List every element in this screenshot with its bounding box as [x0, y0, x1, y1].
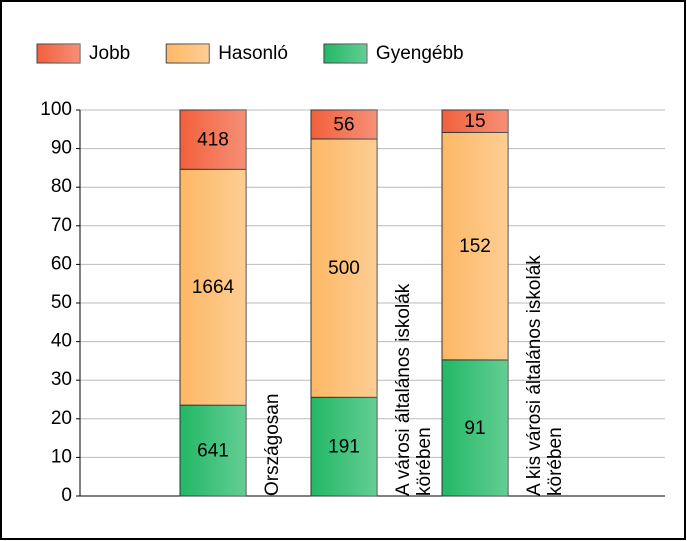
category-label: Országosan	[262, 393, 283, 496]
bar-shine	[311, 110, 377, 139]
data-label: 56	[333, 114, 354, 135]
legend-shine	[37, 44, 80, 63]
data-label: 500	[328, 258, 360, 279]
data-label: 641	[197, 441, 229, 462]
y-tick-label: 0	[61, 485, 72, 506]
data-label: 191	[328, 437, 360, 458]
bar-shine	[180, 405, 246, 496]
bar-shine	[311, 397, 377, 496]
y-tick-label: 100	[40, 99, 72, 120]
data-label: 15	[464, 111, 485, 132]
bar-shine	[442, 110, 508, 133]
y-tick-label: 90	[51, 138, 72, 159]
y-tick-label: 20	[51, 408, 72, 429]
data-label: 152	[459, 236, 491, 257]
category-label: A kis városi általános iskolák körében	[524, 255, 566, 496]
category-label: A városi általános iskolák körében	[393, 283, 435, 496]
y-tick-label: 40	[51, 331, 72, 352]
data-label: 1664	[192, 277, 235, 298]
legend-label: Hasonló	[218, 43, 288, 64]
y-tick-label: 80	[51, 176, 72, 197]
legend-shine	[323, 44, 367, 63]
legend-label: Gyengébb	[376, 43, 464, 64]
bar-shine	[180, 110, 246, 170]
legend-shine	[166, 44, 210, 63]
bar-shine	[311, 138, 377, 398]
y-tick-label: 50	[51, 292, 72, 313]
y-tick-label: 10	[51, 446, 72, 467]
y-tick-label: 70	[51, 215, 72, 236]
y-tick-label: 60	[51, 253, 72, 274]
bar-shine	[180, 169, 246, 406]
y-tick-label: 30	[51, 369, 72, 390]
bar-shine	[442, 132, 508, 360]
legend-label: Jobb	[89, 43, 130, 64]
data-label: 418	[197, 130, 229, 151]
data-label: 91	[464, 418, 485, 439]
bar-shine	[442, 359, 508, 496]
